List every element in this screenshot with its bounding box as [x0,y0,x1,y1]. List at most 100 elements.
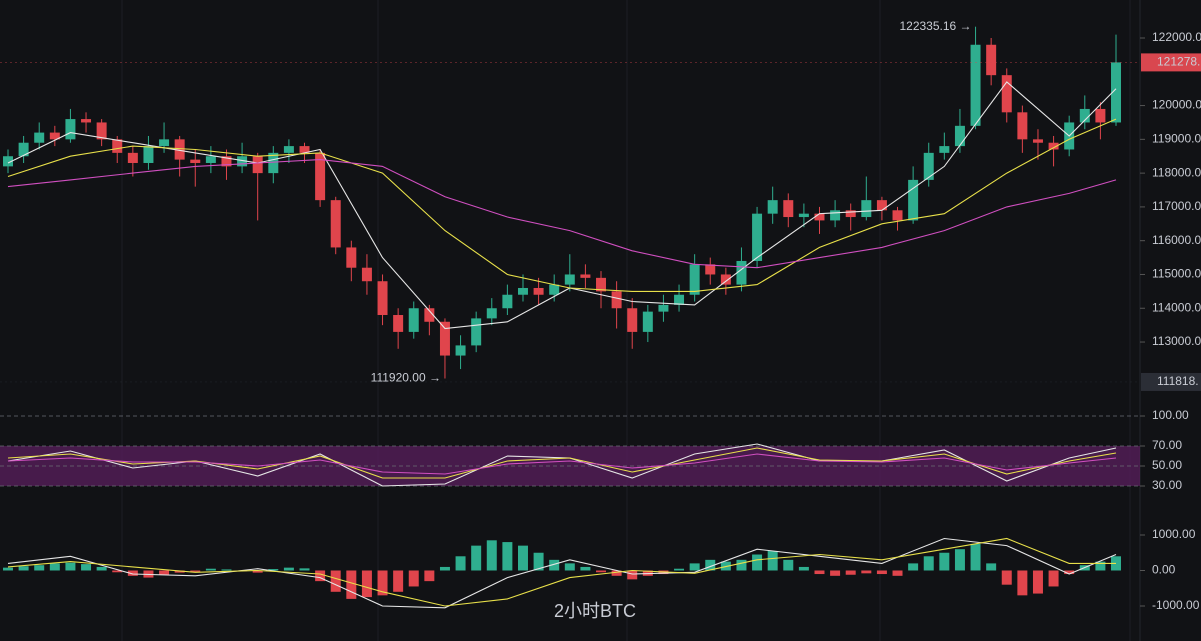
macd-bar [627,570,638,580]
macd-bar [439,566,450,571]
candle-body [720,274,731,285]
candle-body [471,318,482,346]
macd-bar [970,543,981,571]
candle-body [596,277,607,292]
macd-bar [159,570,170,575]
candle-body [283,146,294,153]
macd-bar [689,563,700,571]
macd-bar [3,567,13,571]
macd-bar [798,566,809,571]
macd-bar [986,563,997,571]
candle-body [237,156,248,167]
candle-body [892,210,903,221]
candle-body [1032,139,1043,143]
price-tag-label: 111818. [1157,374,1199,388]
candle-body [34,132,45,143]
macd-bar [330,570,341,592]
macd-bar [596,570,607,573]
candle-body [3,156,13,167]
macd-bar [377,570,388,596]
candle-body [1048,142,1059,150]
macd-bar [112,570,123,573]
macd-bar [783,559,794,571]
macd-bar [611,570,622,576]
macd-bar [923,556,934,571]
macd-bar [361,570,372,598]
macd-bar [939,552,950,571]
candle-body [1017,112,1028,140]
macd-bar [502,542,513,571]
candle-body [798,213,809,218]
candle-body [830,210,841,221]
candle-body [814,213,825,221]
macd-bar [174,570,185,573]
macd-bar [190,570,201,572]
candle-body [642,311,653,332]
macd-bar [49,563,60,571]
macd-bar [1048,570,1059,587]
price-tag-label: 121278. [1157,55,1200,69]
macd-bar [1017,570,1028,596]
macd-bar [549,559,560,571]
y-tick-label: 0.00 [1152,563,1176,577]
price-tag [1141,53,1201,72]
candle-body [549,284,560,295]
y-tick-label: 1000.00 [1152,527,1196,541]
candle-body [65,119,76,140]
y-tick-label: 116000.00 [1152,233,1201,247]
indicator-line [7,159,1117,269]
candle-body [876,200,887,211]
candle-body [159,139,170,147]
candle-body [970,44,981,126]
candle-body [408,308,419,332]
candle-body [1111,62,1121,123]
candle-body [96,122,107,140]
chart-caption: 2小时BTC [554,601,636,621]
price-annotation: 111920.00 → [371,371,441,385]
macd-bar [127,570,138,576]
macd-bar [674,568,685,571]
y-tick-label: 114000.00 [1152,300,1201,314]
macd-bar [205,568,216,571]
y-tick-label: 30.00 [1152,478,1182,492]
candle-body [658,304,669,312]
candle-body [533,287,544,295]
candle-body [174,139,185,160]
macd-bar [736,559,747,571]
vertical-grid [121,0,1131,641]
macd-bar [767,550,778,571]
macd-bar [861,570,872,574]
macd-bar [252,570,263,573]
price-tag [1141,372,1201,391]
macd-bar [34,565,45,571]
candle-body [752,213,763,261]
macd-bar [1032,570,1043,594]
indicator-line [7,453,1117,475]
candle-body [393,315,404,332]
candle-body [627,308,638,332]
candle-body [564,274,575,285]
macd-bar [455,556,466,571]
macd-bar [315,570,326,582]
macd-bar [221,569,232,571]
price-annotation: 122335.16 → [899,19,971,33]
candle-body [361,267,372,282]
candle-body [986,44,997,76]
macd-bar [486,540,497,571]
candle-body [736,260,747,285]
macd-bar [564,563,575,571]
candle-body [908,179,919,221]
macd-bar [705,559,716,571]
y-tick-label: 115000.00 [1152,267,1201,281]
candle-body [18,142,29,157]
macd-bar [954,549,965,571]
candle-body [1095,108,1106,123]
y-tick-label: 100.00 [1152,408,1189,422]
candle-body [580,274,591,278]
indicator-line [7,118,1117,292]
macd-bar [96,566,107,571]
macd-bar [299,568,310,571]
candle-body [330,200,341,248]
